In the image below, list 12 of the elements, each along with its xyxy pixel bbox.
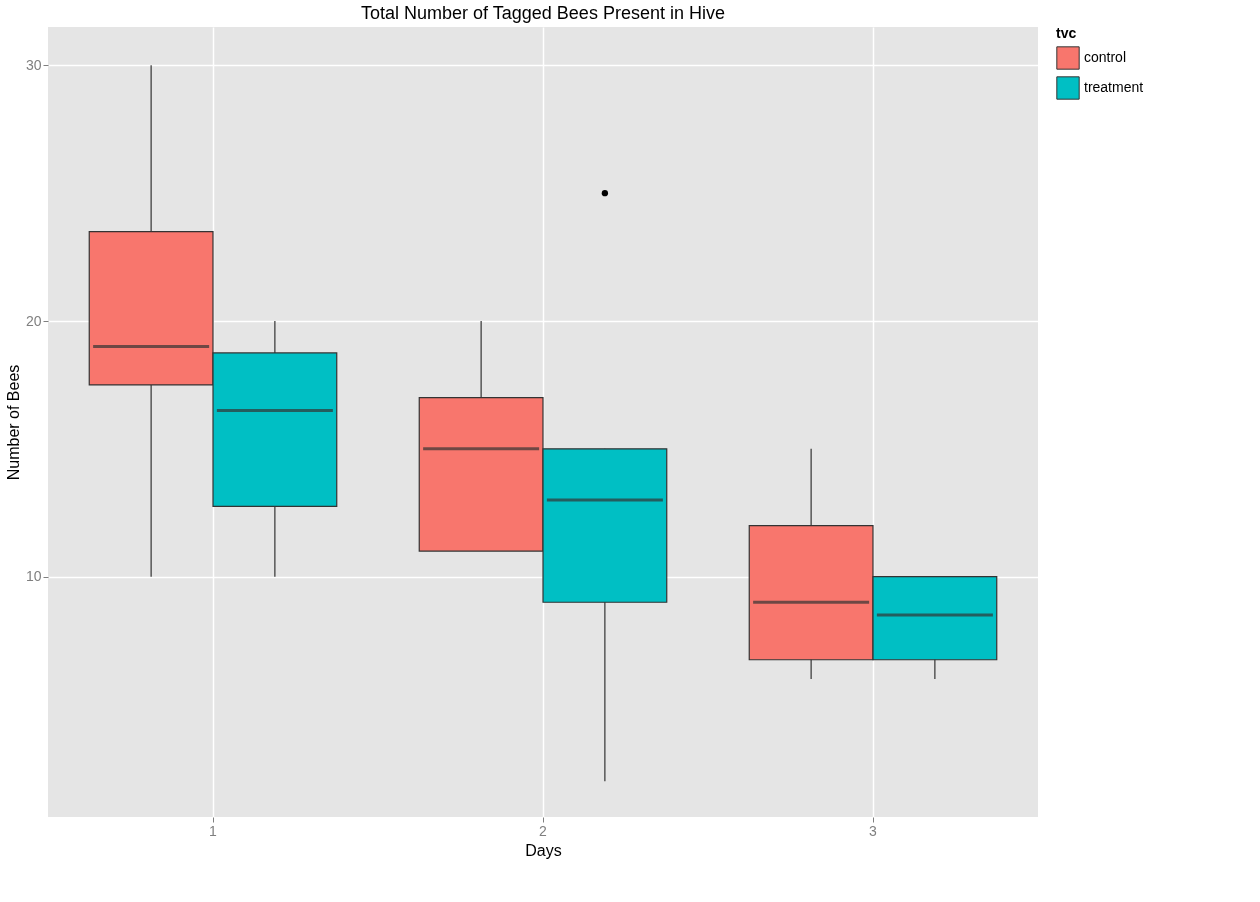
legend-title: tvc (1056, 25, 1077, 41)
chart-title: Total Number of Tagged Bees Present in Hive (361, 3, 725, 23)
y-tick-label: 10 (25, 568, 42, 585)
y-axis-title: Number of Bees (4, 364, 22, 481)
x-axis-title: Days (525, 841, 562, 859)
y-tick-label: 20 (25, 312, 42, 329)
legend-label: treatment (1084, 79, 1144, 95)
x-tick-label: 2 (539, 822, 548, 839)
y-tick-label: 30 (25, 56, 42, 73)
legend-label: control (1084, 49, 1127, 65)
x-tick-label: 1 (209, 822, 218, 839)
x-tick-label: 3 (869, 822, 878, 839)
